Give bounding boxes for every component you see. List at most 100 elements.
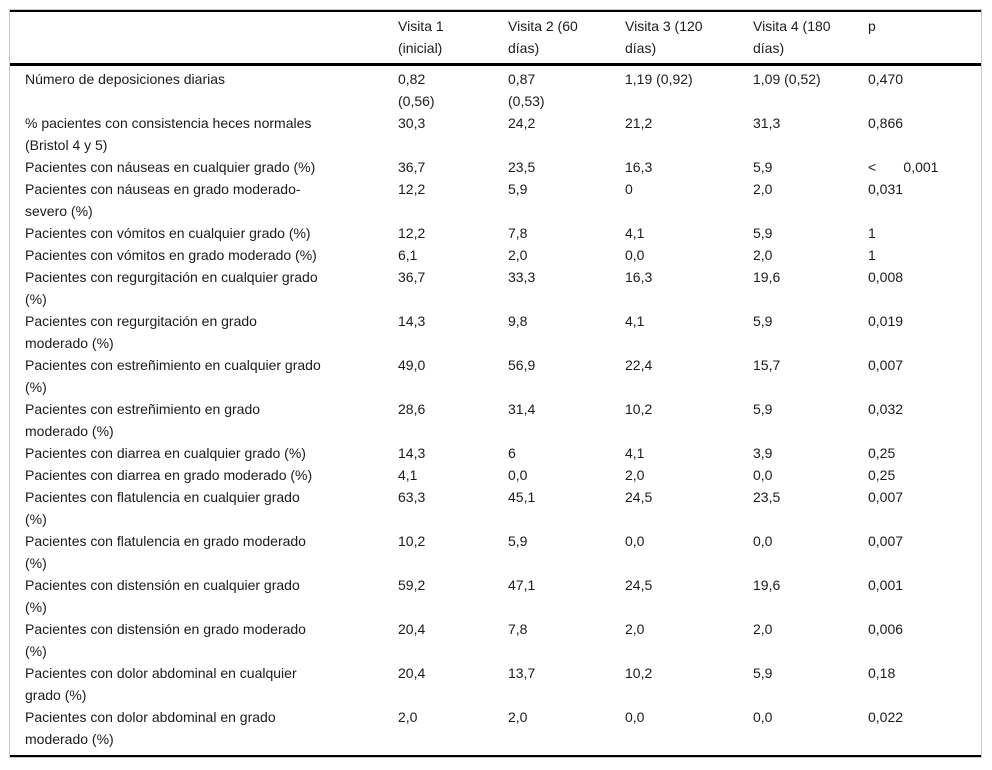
table-row: Pacientes con regurgitación en grado mod…: [10, 310, 981, 354]
cell-value: 4,1: [398, 467, 418, 483]
cell-value: 23,5: [753, 489, 781, 505]
results-table-frame: Visita 1 (inicial) Visita 2 (60 días) Vi…: [9, 9, 982, 758]
table-row: Pacientes con flatulencia en cualquier g…: [10, 486, 981, 530]
cell-value: 31,4: [508, 401, 536, 417]
column-header-visita-4: Visita 4 (180 días): [753, 11, 868, 66]
table-row: Pacientes con náuseas en cualquier grado…: [10, 156, 981, 178]
cell-value: 24,5: [625, 489, 653, 505]
cell-value: 1,09 (0,52): [753, 71, 821, 87]
cell-value: 2,0: [625, 467, 645, 483]
cell-value: 0,0: [508, 467, 528, 483]
cell-value: 0,87 (0,53): [508, 71, 545, 109]
cell-value: 10,2: [398, 533, 426, 549]
cell-value: 0,019: [868, 313, 904, 329]
cell-value: 2,0: [398, 709, 418, 725]
cell-value: 24,2: [508, 115, 536, 131]
cell-value: 0,82 (0,56): [398, 71, 435, 109]
cell-value: 5,9: [753, 401, 773, 417]
table-row: Pacientes con distensión en cualquier gr…: [10, 574, 981, 618]
cell-value: 0,0: [753, 709, 773, 725]
cell-value: 13,7: [508, 665, 536, 681]
cell-value: 31,3: [753, 115, 781, 131]
cell-value: 16,3: [625, 269, 653, 285]
table-row: Pacientes con náuseas en grado moderado-…: [10, 178, 981, 222]
table-row: Pacientes con vómitos en grado moderado …: [10, 244, 981, 266]
cell-value: 0,0: [625, 533, 645, 549]
cell-value: 20,4: [398, 665, 426, 681]
cell-value: 0,022: [868, 709, 904, 725]
cell-value: 14,3: [398, 313, 426, 329]
cell-value: 2,0: [508, 709, 528, 725]
cell-value: 28,6: [398, 401, 426, 417]
cell-value: 22,4: [625, 357, 653, 373]
cell-value: 56,9: [508, 357, 536, 373]
table-body: Número de deposiciones diarias 0,82 (0,56…: [10, 65, 981, 757]
column-header-visita-1: Visita 1 (inicial): [398, 11, 508, 66]
cell-value: 0,18: [868, 665, 896, 681]
row-label: Pacientes con distensión en cualquier gr…: [25, 577, 300, 615]
column-header-visita-3: Visita 3 (120 días): [625, 11, 753, 66]
cell-value: 0,866: [868, 115, 904, 131]
cell-value: 4,1: [625, 313, 645, 329]
table-header: Visita 1 (inicial) Visita 2 (60 días) Vi…: [10, 11, 981, 66]
results-table: Visita 1 (inicial) Visita 2 (60 días) Vi…: [10, 10, 981, 757]
cell-value: 33,3: [508, 269, 536, 285]
cell-value: 0,470: [868, 71, 904, 87]
cell-value: 5,9: [508, 181, 528, 197]
cell-value: 2,0: [625, 621, 645, 637]
row-label: Número de deposiciones diarias: [25, 71, 225, 87]
row-label: Pacientes con vómitos en cualquier grado…: [25, 225, 311, 241]
row-label: Pacientes con vómitos en grado moderado …: [25, 247, 317, 263]
cell-value: 12,2: [398, 225, 426, 241]
table-row: Pacientes con diarrea en grado moderado …: [10, 464, 981, 486]
cell-value: 0,006: [868, 621, 904, 637]
cell-value: 0,008: [868, 269, 904, 285]
table-row: Número de deposiciones diarias 0,82 (0,56…: [10, 65, 981, 113]
cell-value: 2,0: [753, 621, 773, 637]
cell-value: 4,1: [625, 445, 645, 461]
column-header-p: p: [868, 11, 981, 66]
cell-value: 0,007: [868, 357, 904, 373]
cell-value: 15,7: [753, 357, 781, 373]
table-row: Pacientes con estreñimiento en grado mod…: [10, 398, 981, 442]
cell-value: 30,3: [398, 115, 426, 131]
cell-value: 14,3: [398, 445, 426, 461]
row-label: Pacientes con diarrea en grado moderado …: [25, 467, 313, 483]
cell-value: 2,0: [753, 181, 773, 197]
cell-value: 6: [508, 445, 516, 461]
row-label: Pacientes con flatulencia en grado moder…: [25, 533, 306, 571]
cell-value: 5,9: [753, 159, 773, 175]
table-row: Pacientes con flatulencia en grado moder…: [10, 530, 981, 574]
cell-value: 0,0: [753, 467, 773, 483]
cell-value: 0,007: [868, 489, 904, 505]
row-label: Pacientes con flatulencia en cualquier g…: [25, 489, 300, 527]
row-label: Pacientes con dolor abdominal en grado m…: [25, 709, 276, 747]
cell-value: 5,9: [753, 313, 773, 329]
table-row: % pacientes con consistencia heces norma…: [10, 112, 981, 156]
table-row: Pacientes con distensión en grado modera…: [10, 618, 981, 662]
cell-value: 2,0: [753, 247, 773, 263]
cell-value: 21,2: [625, 115, 653, 131]
cell-value: 0,032: [868, 401, 904, 417]
cell-value: 0: [625, 181, 633, 197]
cell-value: 5,9: [508, 533, 528, 549]
row-label: Pacientes con dolor abdominal en cualqui…: [25, 665, 297, 703]
cell-value: 2,0: [508, 247, 528, 263]
cell-value: 63,3: [398, 489, 426, 505]
cell-value: 23,5: [508, 159, 536, 175]
cell-value: 59,2: [398, 577, 426, 593]
row-label: Pacientes con estreñimiento en cualquier…: [25, 357, 321, 395]
cell-value: 0,031: [868, 181, 904, 197]
cell-value: 0,0: [625, 247, 645, 263]
cell-value: 3,9: [753, 445, 773, 461]
row-label: Pacientes con diarrea en cualquier grado…: [25, 445, 306, 461]
row-label: Pacientes con estreñimiento en grado mod…: [25, 401, 261, 439]
cell-value: 7,8: [508, 621, 528, 637]
row-label: Pacientes con regurgitación en grado mod…: [25, 313, 257, 351]
cell-value: 19,6: [753, 577, 781, 593]
column-header-visita-2: Visita 2 (60 días): [508, 11, 625, 66]
cell-value: 49,0: [398, 357, 426, 373]
row-label: Pacientes con náuseas en grado moderado-…: [25, 181, 301, 219]
cell-value: 0,0: [625, 709, 645, 725]
table-row: Pacientes con regurgitación en cualquier…: [10, 266, 981, 310]
